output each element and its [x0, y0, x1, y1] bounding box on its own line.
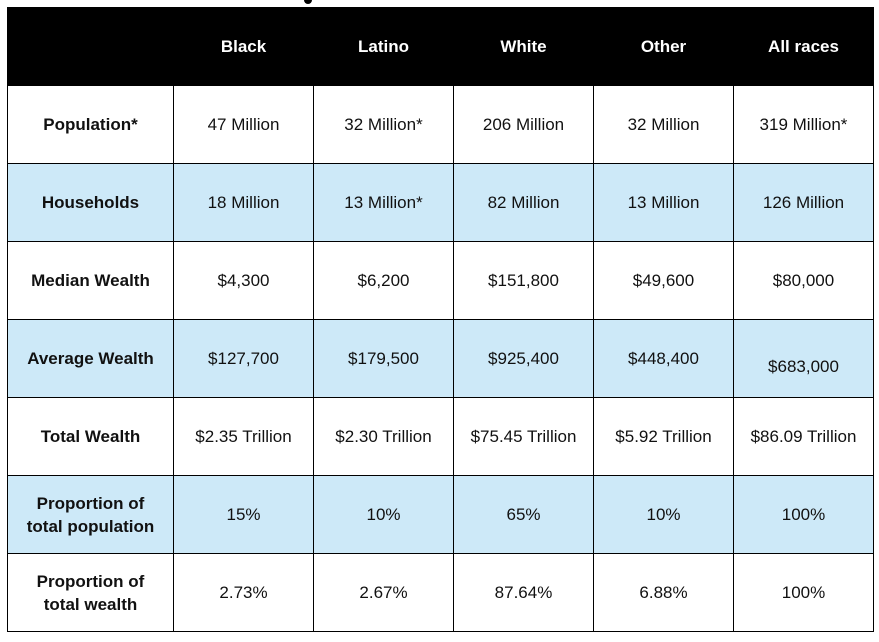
table-row-population: Population* 47 Million 32 Million* 206 M…	[7, 85, 874, 164]
column-header-all-races: All races	[733, 7, 874, 86]
table-cell: 100%	[733, 475, 874, 554]
cropped-title-strip	[0, 0, 879, 8]
table-cell: $49,600	[593, 241, 734, 320]
row-label-line-2: total population	[26, 516, 155, 536]
table-cell: 10%	[313, 475, 454, 554]
table-cell: $448,400	[593, 319, 734, 398]
table-cell: $86.09 Trillion	[733, 397, 874, 476]
column-header-black: Black	[173, 7, 314, 86]
table-row-households: Households 18 Million 13 Million* 82 Mil…	[7, 163, 874, 242]
table-cell: 2.73%	[173, 553, 314, 632]
row-label: Proportion of total wealth	[7, 553, 174, 632]
table-cell: $151,800	[453, 241, 594, 320]
table-cell: 15%	[173, 475, 314, 554]
table-cell: 319 Million*	[733, 85, 874, 164]
table-cell: 6.88%	[593, 553, 734, 632]
row-label: Average Wealth	[7, 319, 174, 398]
cropped-title-fragment	[304, 0, 312, 4]
cell-value: $683,000	[768, 356, 839, 376]
table-cell: $925,400	[453, 319, 594, 398]
table-cell: 65%	[453, 475, 594, 554]
table-cell: 206 Million	[453, 85, 594, 164]
row-label-line-1: Proportion of	[36, 571, 145, 591]
row-label: Median Wealth	[7, 241, 174, 320]
table-cell: 82 Million	[453, 163, 594, 242]
column-header-white: White	[453, 7, 594, 86]
header-corner-cell	[7, 7, 174, 86]
table-row-proportion-wealth: Proportion of total wealth 2.73% 2.67% 8…	[7, 553, 874, 632]
table-cell: 18 Million	[173, 163, 314, 242]
table-cell: $2.35 Trillion	[173, 397, 314, 476]
table-cell: $6,200	[313, 241, 454, 320]
table-cell: 100%	[733, 553, 874, 632]
column-header-other: Other	[593, 7, 734, 86]
table-cell: $2.30 Trillion	[313, 397, 454, 476]
table-cell: 87.64%	[453, 553, 594, 632]
table-cell: 32 Million	[593, 85, 734, 164]
row-label: Proportion of total population	[7, 475, 174, 554]
row-label: Total Wealth	[7, 397, 174, 476]
table-cell: $179,500	[313, 319, 454, 398]
table-header-row: Black Latino White Other All races	[7, 7, 874, 86]
table-row-proportion-population: Proportion of total population 15% 10% 6…	[7, 475, 874, 554]
column-header-latino: Latino	[313, 7, 454, 86]
table-cell: $80,000	[733, 241, 874, 320]
wealth-by-race-table: Black Latino White Other All races Popul…	[7, 7, 874, 632]
table-cell: 2.67%	[313, 553, 454, 632]
row-label-line-1: Proportion of	[36, 493, 145, 513]
table-cell: 126 Million	[733, 163, 874, 242]
table-cell: 13 Million	[593, 163, 734, 242]
table-cell: $5.92 Trillion	[593, 397, 734, 476]
table-cell: 32 Million*	[313, 85, 454, 164]
table-row-average-wealth: Average Wealth $127,700 $179,500 $925,40…	[7, 319, 874, 398]
table-row-median-wealth: Median Wealth $4,300 $6,200 $151,800 $49…	[7, 241, 874, 320]
table-cell: $75.45 Trillion	[453, 397, 594, 476]
row-label: Households	[7, 163, 174, 242]
table-cell: $4,300	[173, 241, 314, 320]
table-cell: 10%	[593, 475, 734, 554]
table-cell: $683,000	[733, 319, 874, 398]
row-label: Population*	[7, 85, 174, 164]
row-label-line-2: total wealth	[43, 594, 138, 614]
table-cell: 47 Million	[173, 85, 314, 164]
table-cell: $127,700	[173, 319, 314, 398]
table-cell: 13 Million*	[313, 163, 454, 242]
table-row-total-wealth: Total Wealth $2.35 Trillion $2.30 Trilli…	[7, 397, 874, 476]
